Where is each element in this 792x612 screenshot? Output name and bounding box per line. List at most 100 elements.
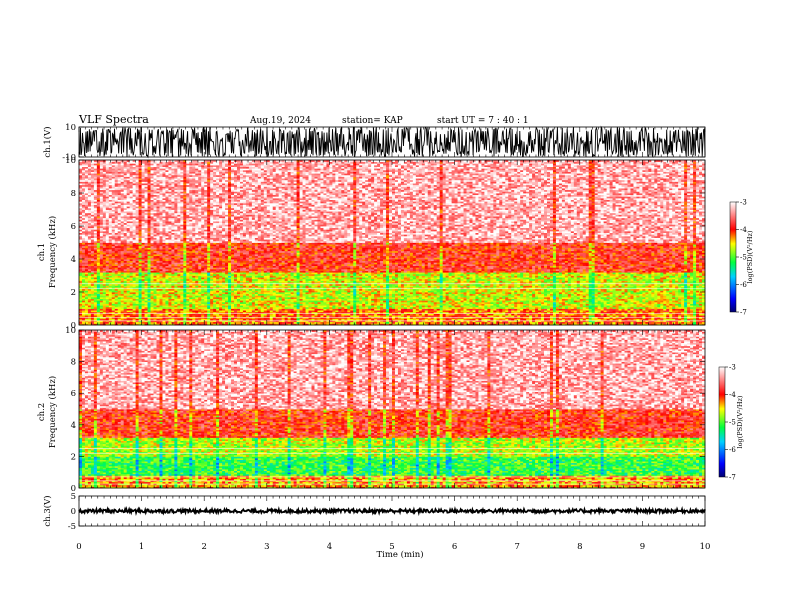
spectrogram-cell	[111, 247, 116, 250]
spectrogram-column	[192, 160, 196, 326]
spectrogram-cell	[126, 227, 131, 230]
spectrogram-cell	[102, 199, 107, 202]
spectrogram-cell	[96, 229, 101, 232]
spectrogram-cell	[84, 197, 89, 200]
spectrogram-cell	[123, 296, 128, 299]
spectrogram-cell	[81, 268, 86, 271]
spectrogram-cell	[111, 217, 116, 220]
spectrogram-cell	[81, 308, 86, 311]
spectrogram-cell	[129, 199, 134, 202]
spectrogram-cell	[126, 265, 131, 268]
spectrogram-cell	[81, 176, 86, 179]
spectrogram-cell	[108, 188, 113, 191]
spectrogram-cell	[120, 283, 125, 286]
spectrogram-cell	[129, 288, 134, 291]
spectrogram-cell	[93, 311, 98, 314]
spectrogram-cell	[87, 216, 92, 219]
spectrogram-cell	[96, 280, 101, 283]
spectrogram-cell	[129, 267, 134, 270]
spectrogram-cell	[79, 197, 83, 200]
spectrogram-cell	[102, 176, 107, 179]
spectrogram-column	[105, 160, 110, 326]
spectrogram-cell	[87, 227, 92, 230]
spectrogram-cell	[111, 285, 116, 288]
spectrogram-cell	[102, 209, 107, 212]
spectrogram-cell	[105, 232, 110, 235]
spectrogram-cell	[129, 212, 134, 215]
spectrogram-cell	[90, 235, 95, 238]
spectrogram-cell	[117, 295, 122, 298]
spectrogram-cell	[93, 313, 98, 316]
spectrogram-cell	[93, 298, 98, 301]
spectrogram-cell	[132, 252, 137, 255]
spectrogram-cell	[126, 300, 131, 303]
spectrogram-cell	[90, 169, 95, 172]
spectrogram-cell	[129, 270, 134, 273]
spectrogram-cell	[114, 249, 119, 252]
spectrogram-cell	[79, 306, 83, 309]
spectrogram-cell	[93, 278, 98, 281]
spectrogram-cell	[93, 306, 98, 309]
spectrogram-cell	[129, 176, 134, 179]
spectrogram-cell	[84, 250, 89, 253]
spectrogram-cell	[117, 227, 122, 230]
spectrogram-cell	[84, 184, 89, 187]
spectrogram-cell	[81, 166, 86, 169]
spectrogram-cell	[117, 249, 122, 252]
spectrogram-cell	[123, 224, 128, 227]
spectrogram-cell	[108, 194, 113, 197]
spectrogram-cell	[105, 277, 110, 280]
spectrogram-cell	[117, 171, 122, 174]
spectrogram-cell	[102, 163, 107, 166]
spectrogram-cell	[93, 308, 98, 311]
spectrogram-cell	[93, 287, 98, 290]
spectrogram-cell	[96, 315, 101, 318]
spectrogram-cell	[99, 209, 104, 212]
spectrogram-cell	[108, 292, 113, 295]
spectrogram-cell	[126, 239, 131, 242]
spectrogram-cell	[90, 249, 95, 252]
spectrogram-cell	[84, 262, 89, 265]
spectrogram-cell	[81, 194, 86, 197]
spectrogram-cell	[105, 301, 110, 304]
spectrogram-cell	[105, 161, 110, 164]
spectrogram-cell	[123, 166, 128, 169]
spectrogram-cell	[123, 273, 128, 276]
spectrogram-cell	[90, 217, 95, 220]
spectrogram-cell	[96, 272, 101, 275]
spectrogram-cell	[117, 277, 122, 280]
spectrogram-cell	[135, 209, 140, 212]
spectrogram-cell	[123, 301, 128, 304]
spectrogram-cell	[126, 204, 131, 207]
spectrogram-cell	[117, 211, 122, 214]
spectrogram-cell	[123, 277, 128, 280]
spectrogram-cell	[79, 290, 83, 293]
spectrogram-cell	[84, 280, 89, 283]
spectrogram-cell	[132, 265, 137, 268]
spectrogram-cell	[111, 270, 116, 273]
spectrogram-cell	[117, 293, 122, 296]
spectrogram-cell	[96, 214, 101, 217]
spectrogram-cell	[102, 212, 107, 215]
spectrogram-cell	[105, 247, 110, 250]
spectrogram-cell	[87, 275, 92, 278]
spectrogram-cell	[87, 230, 92, 233]
spectrogram-cell	[129, 234, 134, 237]
spectrogram-cell	[111, 257, 116, 260]
spectrogram-cell	[117, 209, 122, 212]
spectrogram-column	[180, 160, 184, 326]
spectrogram-cell	[79, 224, 83, 227]
spectrogram-cell	[105, 290, 110, 293]
spectrogram-cell	[111, 301, 116, 304]
spectrogram-cell	[120, 249, 125, 252]
spectrogram-cell	[114, 229, 119, 232]
spectrogram-cell	[132, 189, 137, 192]
spectrogram-cell	[111, 267, 116, 270]
spectrogram-cell	[105, 252, 110, 255]
spectrogram-cell	[105, 308, 110, 311]
spectrogram-cell	[87, 244, 92, 247]
spectrogram-column	[129, 160, 134, 326]
spectrogram-cell	[87, 306, 92, 309]
spectrogram-cell	[102, 300, 107, 303]
spectrogram-cell	[126, 273, 131, 276]
